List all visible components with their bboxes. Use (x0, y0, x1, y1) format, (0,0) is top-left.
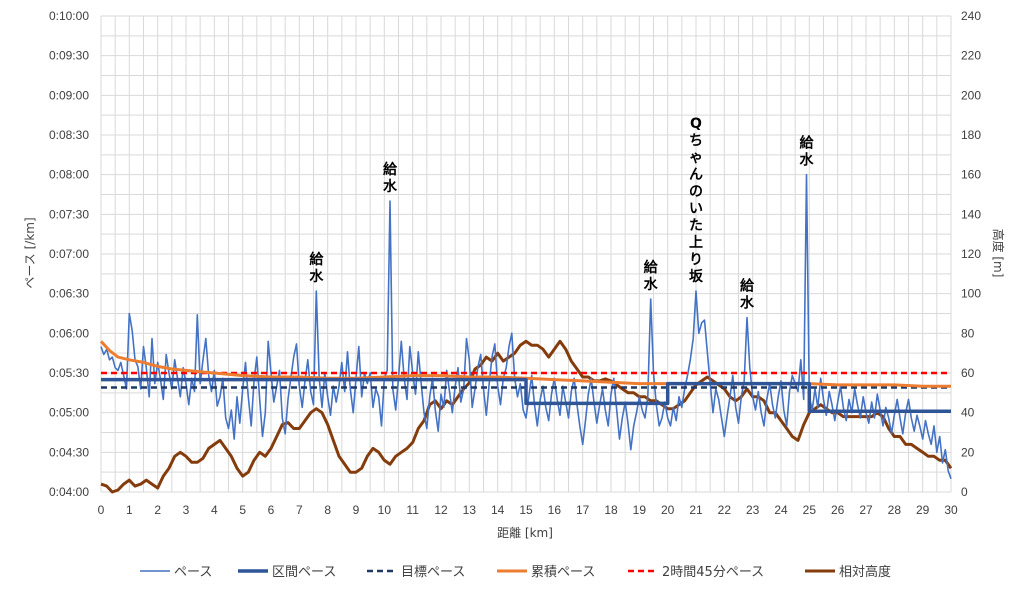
y-right-tick-labels: 0 20 40 60 80 100 120 140 160 180 200 220 240 (961, 9, 981, 499)
y-left-axis-title: ペース [/km] (23, 217, 37, 288)
x-tick-label: 1 (126, 503, 133, 517)
y-right-tick-label: 240 (961, 9, 981, 23)
x-tick-labels: 0 1 2 3 4 5 6 7 8 9 10 11 12 13 14 15 16 17 18 19 20 21 22 23 24… (98, 503, 958, 517)
legend-label: 累積ペース (531, 565, 595, 580)
x-tick-label: 5 (239, 503, 246, 517)
annotation-label: 給 (740, 277, 755, 294)
section-pace-series (101, 377, 951, 414)
x-tick-label: 16 (548, 503, 562, 517)
y-left-tick-label: 0:05:30 (49, 366, 89, 380)
y-right-axis-title: 高度 [m] (991, 229, 1006, 278)
y-right-tick-label: 200 (961, 88, 981, 102)
x-tick-label: 13 (463, 503, 477, 517)
y-left-tick-label: 0:08:00 (49, 168, 89, 182)
y-left-tick-label: 0:04:00 (49, 485, 89, 499)
legend-label: ペース (174, 565, 212, 580)
x-tick-label: 8 (324, 503, 331, 517)
annotation-label: ん (689, 167, 703, 183)
x-tick-label: 4 (211, 503, 218, 517)
x-tick-label: 0 (98, 503, 105, 517)
y-right-tick-label: 40 (961, 406, 975, 420)
annotation-label: り (689, 252, 703, 268)
series-layer (99, 173, 953, 494)
x-tick-label: 23 (746, 503, 760, 517)
annotation-label: 給 (800, 135, 815, 152)
y-left-tick-label: 0:09:00 (49, 88, 89, 102)
y-right-tick-label: 60 (961, 366, 975, 380)
annotation-label: 水 (800, 152, 815, 169)
y-left-tick-labels: 0:04:00 0:04:30 0:05:00 0:05:30 0:06:00 0:06:… (49, 9, 89, 499)
annotation-label: 水 (644, 276, 659, 293)
x-tick-label: 14 (491, 503, 505, 517)
x-tick-label: 15 (519, 503, 533, 517)
y-left-tick-label: 0:05:00 (49, 406, 89, 420)
annotation-label: ゃ (689, 150, 703, 166)
x-tick-label: 12 (434, 503, 448, 517)
annotation-label: 水 (309, 268, 324, 285)
annotation-label: 上 (689, 235, 703, 251)
x-tick-label: 28 (888, 503, 902, 517)
y-left-tick-label: 0:04:30 (49, 445, 89, 459)
annotation-label: 給 (644, 259, 659, 276)
x-axis-title: 距離 [km] (497, 526, 553, 540)
x-tick-label: 9 (353, 503, 360, 517)
annotation-label: 給 (383, 161, 398, 178)
y-left-tick-label: 0:07:00 (49, 247, 89, 261)
annotation-label: Q (690, 116, 702, 132)
y-right-tick-label: 180 (961, 128, 981, 142)
y-left-tick-label: 0:06:00 (49, 326, 89, 340)
y-right-tick-label: 120 (961, 247, 981, 261)
legend-label: 相対高度 (839, 564, 891, 580)
x-tick-label: 11 (406, 503, 419, 517)
x-tick-label: 30 (944, 503, 958, 517)
annotation-label: ち (689, 133, 703, 149)
annotation-label: た (689, 218, 703, 234)
annotation-label: い (689, 201, 703, 217)
x-tick-label: 18 (604, 503, 618, 517)
legend-label: 2時間45分ペース (662, 565, 764, 580)
y-right-tick-label: 220 (961, 49, 981, 63)
y-left-tick-label: 0:09:30 (49, 49, 89, 63)
x-tick-label: 10 (378, 503, 392, 517)
y-left-tick-label: 0:08:30 (49, 128, 89, 142)
annotation-label: 坂 (689, 268, 704, 285)
x-tick-label: 20 (661, 503, 675, 517)
annotation-label: 水 (740, 294, 755, 311)
annotation-label: の (689, 184, 703, 200)
x-tick-label: 17 (576, 503, 590, 517)
x-tick-label: 27 (859, 503, 873, 517)
x-tick-label: 3 (183, 503, 190, 517)
annotation-label: 水 (383, 178, 398, 195)
x-tick-label: 7 (296, 503, 303, 517)
grid (100, 15, 952, 493)
y-right-tick-label: 100 (961, 287, 981, 301)
x-tick-label: 6 (268, 503, 275, 517)
y-right-tick-label: 140 (961, 207, 981, 221)
annotation-label: 給 (309, 251, 324, 268)
y-right-tick-label: 160 (961, 168, 981, 182)
y-left-tick-label: 0:07:30 (49, 207, 89, 221)
y-right-tick-label: 0 (961, 485, 968, 499)
x-tick-label: 2 (154, 503, 161, 517)
y-left-tick-label: 0:06:30 (49, 287, 89, 301)
legend-label: 目標ペース (401, 565, 465, 580)
x-tick-label: 19 (633, 503, 647, 517)
x-tick-label: 21 (689, 503, 703, 517)
x-tick-label: 25 (803, 503, 817, 517)
legend-label: 区間ペース (272, 565, 336, 580)
x-tick-label: 26 (831, 503, 845, 517)
legend: ペース 区間ペース 目標ペース 累積ペース 2時間45分ペース 相対高度 (140, 564, 891, 580)
x-tick-label: 24 (774, 503, 788, 517)
y-left-tick-label: 0:10:00 (49, 9, 89, 23)
x-tick-label: 29 (916, 503, 930, 517)
y-right-tick-label: 80 (961, 326, 975, 340)
x-tick-label: 22 (718, 503, 732, 517)
y-right-tick-label: 20 (961, 445, 975, 459)
